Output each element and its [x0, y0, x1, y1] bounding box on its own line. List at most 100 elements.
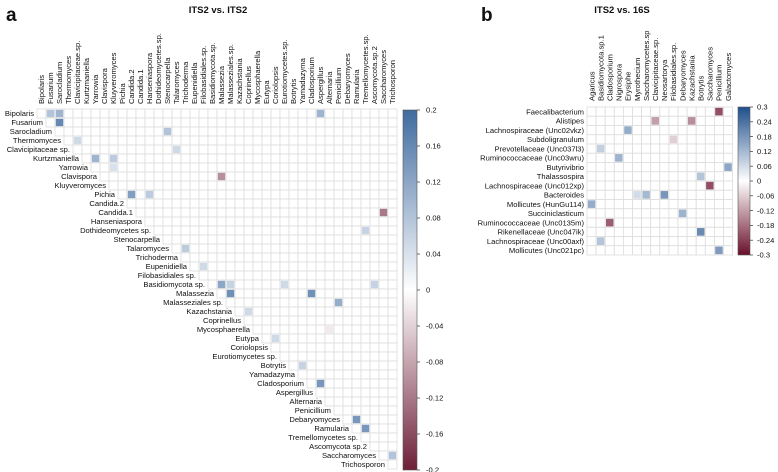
heatmap-empty-cell	[723, 236, 734, 247]
heatmap-empty-cell	[99, 171, 110, 182]
column-label: Alternaria	[325, 71, 334, 104]
heatmap-empty-cell	[378, 288, 389, 299]
heatmap-empty-cell	[604, 162, 615, 173]
heatmap-empty-cell	[668, 115, 679, 126]
heatmap-empty-cell	[342, 279, 353, 290]
heatmap-empty-cell	[252, 288, 263, 299]
heatmap-empty-cell	[279, 225, 290, 236]
heatmap-empty-cell	[153, 162, 164, 173]
heatmap-empty-cell	[153, 144, 164, 155]
heatmap-empty-cell	[604, 125, 615, 136]
heatmap-empty-cell	[297, 351, 308, 362]
heatmap-empty-cell	[586, 236, 597, 247]
heatmap-empty-cell	[378, 144, 389, 155]
heatmap-empty-cell	[650, 162, 661, 173]
heatmap-empty-cell	[270, 270, 281, 281]
heatmap-empty-cell	[252, 216, 263, 227]
heatmap-empty-cell	[162, 117, 173, 128]
heatmap-cell	[217, 280, 226, 289]
heatmap-empty-cell	[613, 199, 624, 210]
heatmap-empty-cell	[216, 198, 227, 209]
heatmap-empty-cell	[216, 126, 227, 137]
heatmap-empty-cell	[81, 135, 92, 146]
heatmap-empty-cell	[659, 171, 670, 182]
heatmap-cell	[181, 244, 190, 253]
column-label: Basidiomycota.sp.1	[596, 35, 605, 101]
heatmap-empty-cell	[216, 144, 227, 155]
heatmap-empty-cell	[216, 189, 227, 200]
heatmap-empty-cell	[714, 152, 724, 163]
heatmap-empty-cell	[243, 198, 254, 209]
heatmap-empty-cell	[650, 189, 661, 200]
heatmap-empty-cell	[324, 306, 335, 317]
heatmap-empty-cell	[315, 342, 326, 353]
heatmap-empty-cell	[369, 180, 380, 191]
heatmap-empty-cell	[360, 108, 371, 119]
heatmap-cell	[271, 334, 280, 343]
row-label: Stenocarpella	[114, 235, 161, 244]
heatmap-empty-cell	[315, 144, 326, 155]
heatmap-empty-cell	[279, 351, 290, 362]
heatmap-empty-cell	[369, 135, 380, 146]
heatmap-empty-cell	[198, 108, 209, 119]
heatmap-empty-cell	[704, 171, 715, 182]
heatmap-empty-cell	[270, 180, 281, 191]
heatmap-empty-cell	[613, 134, 624, 145]
heatmap-empty-cell	[668, 226, 679, 237]
heatmap-empty-cell	[315, 117, 326, 128]
heatmap-empty-cell	[288, 270, 299, 281]
heatmap-empty-cell	[714, 217, 724, 228]
column-label: Bipolaris	[37, 75, 46, 104]
heatmap-empty-cell	[695, 162, 706, 173]
heatmap-cell	[217, 172, 226, 181]
heatmap-empty-cell	[279, 108, 290, 119]
heatmap-empty-cell	[324, 225, 335, 236]
heatmap-empty-cell	[613, 208, 624, 219]
heatmap-empty-cell	[387, 198, 398, 209]
heatmap-empty-cell	[234, 225, 245, 236]
row-label: Fusarium	[11, 118, 43, 127]
column-label: Yarrowia	[91, 74, 100, 104]
heatmap-empty-cell	[225, 261, 236, 272]
heatmap-empty-cell	[261, 270, 272, 281]
heatmap-empty-cell	[297, 333, 308, 344]
heatmap-empty-cell	[180, 144, 191, 155]
heatmap-empty-cell	[351, 153, 362, 164]
heatmap-cell	[587, 200, 596, 208]
heatmap-empty-cell	[135, 135, 146, 146]
row-label: Filobasidiales sp.	[138, 271, 196, 280]
heatmap-empty-cell	[324, 252, 335, 263]
heatmap-empty-cell	[360, 342, 371, 353]
heatmap-empty-cell	[324, 243, 335, 254]
heatmap-empty-cell	[342, 405, 353, 416]
heatmap-empty-cell	[324, 369, 335, 380]
heatmap-empty-cell	[225, 225, 236, 236]
heatmap-empty-cell	[81, 108, 92, 119]
heatmap-empty-cell	[714, 143, 724, 154]
heatmap-empty-cell	[333, 306, 344, 317]
heatmap-empty-cell	[378, 297, 389, 308]
row-label: Butyrivibrio	[546, 163, 584, 172]
row-label: Mollicutes (Unc021pc)	[509, 246, 585, 255]
heatmap-empty-cell	[668, 180, 679, 191]
row-label: Sarocladium	[10, 127, 52, 136]
heatmap-empty-cell	[324, 288, 335, 299]
heatmap-empty-cell	[369, 351, 380, 362]
heatmap-empty-cell	[378, 450, 389, 461]
heatmap-empty-cell	[144, 126, 155, 137]
heatmap-empty-cell	[595, 106, 606, 117]
heatmap-empty-cell	[270, 108, 281, 119]
heatmap-empty-cell	[333, 225, 344, 236]
heatmap-empty-cell	[198, 243, 209, 254]
heatmap-empty-cell	[180, 234, 191, 245]
heatmap-empty-cell	[306, 225, 317, 236]
heatmap-empty-cell	[108, 180, 119, 191]
heatmap-empty-cell	[252, 198, 263, 209]
heatmap-empty-cell	[714, 226, 724, 237]
heatmap-empty-cell	[297, 216, 308, 227]
heatmap-empty-cell	[234, 117, 245, 128]
heatmap-empty-cell	[686, 236, 697, 247]
heatmap-empty-cell	[63, 126, 74, 137]
heatmap-empty-cell	[686, 125, 697, 136]
